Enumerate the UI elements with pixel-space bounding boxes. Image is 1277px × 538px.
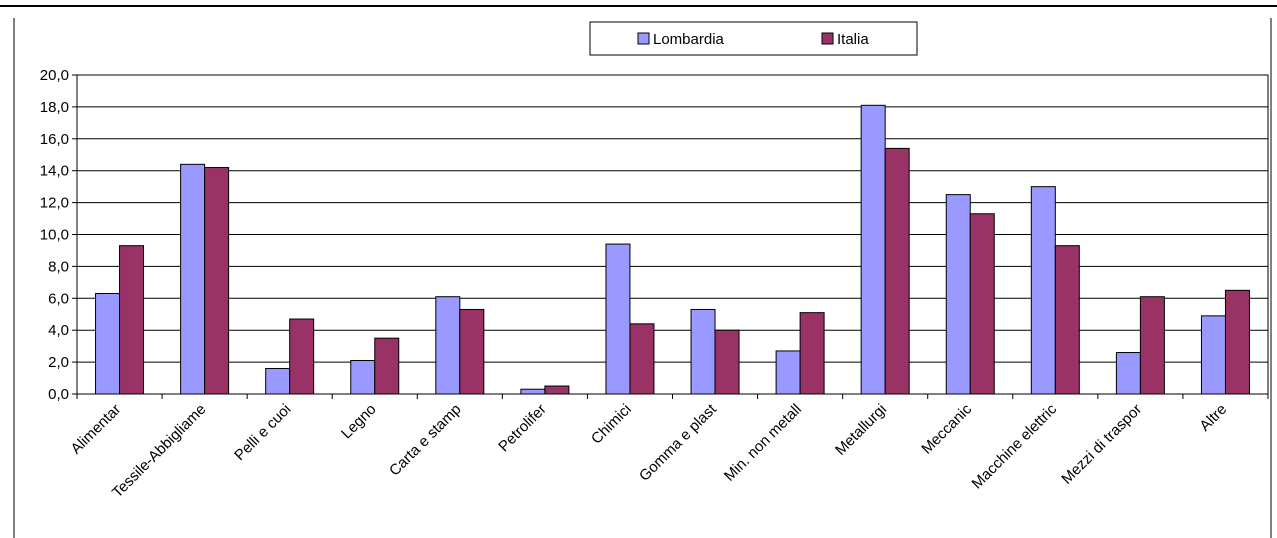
bar-lombardia-5: [520, 388, 546, 395]
bar-lombardia-12: [1115, 352, 1141, 395]
bar-lombardia-8: [775, 350, 801, 395]
bar-lombardia-9: [860, 104, 886, 395]
category-label: Tessile-Abbigliame: [109, 401, 209, 501]
bar-italia-12: [1139, 296, 1165, 395]
bar-lombardia-7: [690, 308, 716, 395]
legend: Lombardia Italia: [589, 21, 918, 56]
y-tick-label: 14,0: [40, 163, 69, 180]
category-label: Macchine elettric: [969, 400, 1061, 492]
category-label: Chimici: [588, 401, 635, 448]
bar-lombardia-3: [350, 360, 376, 395]
bar-lombardia-1: [180, 163, 206, 395]
category-label: Mezzi di traspor: [1058, 401, 1145, 488]
legend-label-italia: Italia: [837, 31, 869, 48]
bar-lombardia-0: [95, 293, 121, 395]
bar-lombardia-11: [1030, 186, 1056, 395]
bar-italia-10: [969, 213, 995, 395]
bar-italia-9: [884, 147, 910, 395]
y-tick-label: 2,0: [48, 354, 69, 371]
plot-area-frame: [76, 74, 1269, 395]
category-label: Gomma e plast: [636, 400, 721, 485]
bar-italia-0: [119, 245, 145, 395]
legend-label-lombardia: Lombardia: [653, 31, 725, 48]
legend-swatch-lombardia: [637, 32, 650, 45]
bar-italia-1: [204, 167, 230, 395]
bar-lombardia-13: [1200, 315, 1226, 395]
y-tick-label: 18,0: [40, 99, 69, 116]
bar-italia-7: [714, 329, 740, 395]
y-tick-label: 4,0: [48, 322, 69, 339]
bar-italia-8: [799, 312, 825, 395]
bar-italia-3: [374, 337, 400, 395]
category-label: Min. non metall: [721, 401, 805, 485]
y-tick-label: 20,0: [40, 67, 69, 84]
bar-italia-11: [1054, 245, 1080, 395]
y-tick-label: 12,0: [40, 195, 69, 212]
category-label: Carta e stamp: [386, 401, 465, 480]
bar-italia-5: [544, 385, 570, 395]
category-label: Metallurgi: [832, 401, 890, 459]
category-label: Petrolifer: [495, 401, 549, 455]
bar-lombardia-4: [435, 296, 461, 395]
bar-italia-6: [629, 323, 655, 395]
bar-lombardia-6: [605, 243, 631, 395]
bar-lombardia-2: [265, 367, 291, 395]
category-label: Alimentar: [68, 401, 125, 458]
bar-italia-13: [1224, 289, 1250, 395]
y-tick-label: 10,0: [40, 227, 69, 244]
bar-italia-2: [289, 318, 315, 395]
y-tick-label: 0,0: [48, 386, 69, 403]
y-tick-label: 6,0: [48, 290, 69, 307]
category-label: Pelli e cuoi: [231, 401, 294, 464]
y-axis-ticks: 0,0 2,0 4,0 6,0 8,0 10,0 12,0 14,0 16,0 18,0 20,0: [40, 67, 77, 403]
category-label: Altre: [1196, 401, 1230, 435]
legend-swatch-italia: [821, 32, 834, 45]
bars: [95, 104, 1250, 395]
bar-italia-4: [459, 308, 485, 395]
y-tick-label: 8,0: [48, 258, 69, 275]
gridlines: [77, 74, 1268, 395]
bar-lombardia-10: [945, 194, 971, 395]
category-label: Meccanic: [918, 400, 975, 457]
category-label: Legno: [338, 401, 380, 443]
y-tick-label: 16,0: [40, 131, 69, 148]
